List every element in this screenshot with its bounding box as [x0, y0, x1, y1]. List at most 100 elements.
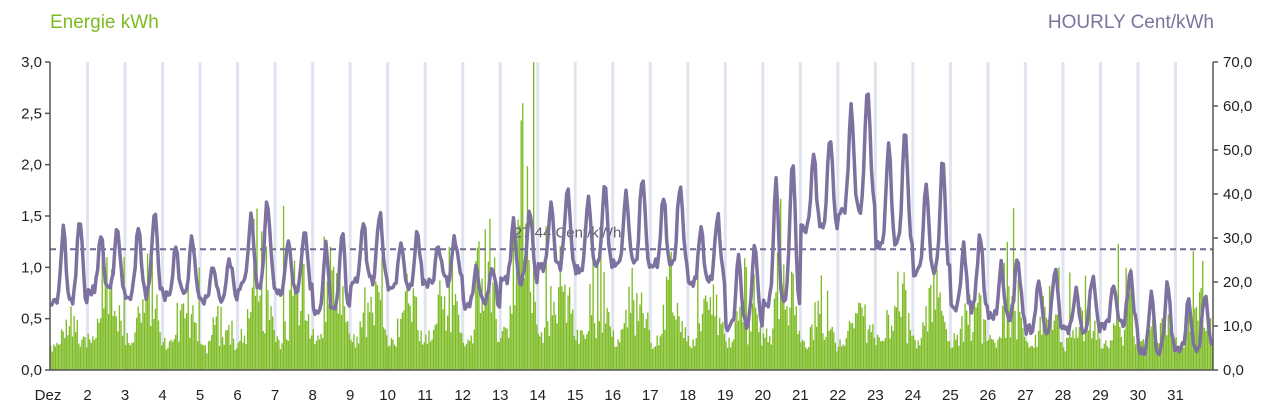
energy-bar: [623, 323, 626, 370]
energy-bar: [232, 338, 235, 370]
energy-bar: [529, 291, 532, 370]
energy-bar: [190, 314, 193, 370]
energy-bar: [487, 261, 490, 370]
energy-bar: [426, 343, 429, 370]
energy-bar: [620, 329, 622, 370]
energy-bar: [956, 334, 958, 370]
energy-bar: [320, 333, 322, 370]
price-line-group: [49, 92, 1214, 357]
energy-bar: [240, 329, 243, 370]
energy-bar: [148, 275, 150, 370]
energy-bar: [890, 325, 893, 370]
energy-bar: [995, 347, 998, 370]
x-tick-label: 18: [679, 387, 696, 404]
energy-bar: [392, 339, 394, 370]
energy-bar: [931, 321, 933, 370]
energy-bar: [980, 295, 982, 370]
energy-bar: [654, 346, 657, 370]
energy-bar: [312, 328, 314, 370]
energy-bar: [754, 307, 757, 370]
energy-bar: [348, 333, 350, 370]
energy-bar: [1047, 319, 1049, 370]
energy-bar: [887, 314, 890, 370]
energy-bar: [78, 343, 80, 370]
energy-bar: [62, 331, 64, 370]
energy-bar: [1095, 339, 1098, 370]
x-tick-label: 7: [271, 387, 279, 404]
energy-bar: [317, 335, 319, 370]
energy-bar: [941, 310, 943, 370]
energy-bar: [905, 289, 907, 370]
energy-bar: [376, 285, 379, 370]
x-tick-label: 17: [642, 387, 659, 404]
energy-bar: [90, 342, 92, 370]
energy-bar: [1114, 325, 1116, 370]
energy-bar: [359, 321, 361, 370]
energy-bar: [787, 325, 790, 370]
energy-bar: [636, 293, 638, 370]
energy-bar: [562, 291, 565, 370]
energy-bar: [339, 256, 341, 370]
energy-bar: [414, 295, 416, 370]
x-tick-label: 4: [158, 387, 166, 404]
energy-bar: [987, 339, 990, 370]
energy-bar: [514, 305, 516, 370]
energy-bar: [962, 341, 965, 370]
energy-bar: [298, 325, 300, 370]
energy-bar: [1067, 337, 1069, 370]
energy-bar: [709, 297, 711, 370]
energy-bar: [214, 325, 216, 370]
energy-bar: [1009, 337, 1012, 370]
energy-bar: [978, 292, 980, 370]
x-tick-label: 3: [121, 387, 129, 404]
energy-bar: [740, 293, 743, 370]
x-tick-label: 5: [196, 387, 204, 404]
energy-bar: [959, 328, 962, 370]
energy-bar: [651, 348, 654, 370]
energy-bar: [1123, 329, 1126, 370]
energy-bar: [465, 343, 468, 370]
energy-bar: [665, 276, 668, 370]
energy-bar: [350, 339, 352, 370]
energy-bar: [209, 340, 211, 370]
energy-bar: [436, 323, 438, 370]
energy-bar: [676, 302, 679, 370]
energy-bar: [603, 272, 605, 370]
x-tick-label: 20: [754, 387, 771, 404]
energy-bar: [947, 341, 949, 370]
energy-bar: [731, 341, 733, 370]
energy-bar: [664, 329, 666, 370]
energy-bar: [1137, 349, 1140, 370]
energy-bar: [797, 334, 799, 370]
x-tick-label: 29: [1092, 387, 1109, 404]
energy-bar: [226, 330, 228, 370]
energy-bar: [145, 300, 147, 370]
energy-bar: [861, 307, 863, 370]
energy-bar: [1066, 337, 1068, 370]
x-tick-label: 24: [905, 387, 922, 404]
energy-bar: [966, 310, 968, 370]
energy-bar: [457, 314, 460, 370]
energy-bar: [432, 329, 435, 370]
energy-bar: [1014, 311, 1016, 370]
energy-bar: [195, 323, 197, 370]
energy-bar: [720, 323, 722, 370]
energy-bar: [118, 305, 121, 370]
energy-bar: [901, 283, 904, 370]
energy-bar: [589, 284, 591, 370]
x-tick-label: Dez: [35, 387, 62, 404]
energy-bar: [764, 337, 766, 370]
energy-bar: [1087, 330, 1090, 370]
energy-bar: [175, 334, 177, 370]
energy-bar: [895, 307, 898, 370]
energy-bar: [609, 326, 611, 370]
energy-bar: [75, 332, 77, 370]
energy-bar: [775, 292, 777, 370]
energy-bar: [647, 312, 649, 370]
energy-bar: [1122, 345, 1124, 370]
energy-bar: [539, 336, 541, 370]
energy-bar: [1131, 303, 1134, 370]
energy-bar: [415, 297, 418, 370]
energy-bar: [806, 349, 808, 370]
energy-bar: [831, 326, 833, 370]
